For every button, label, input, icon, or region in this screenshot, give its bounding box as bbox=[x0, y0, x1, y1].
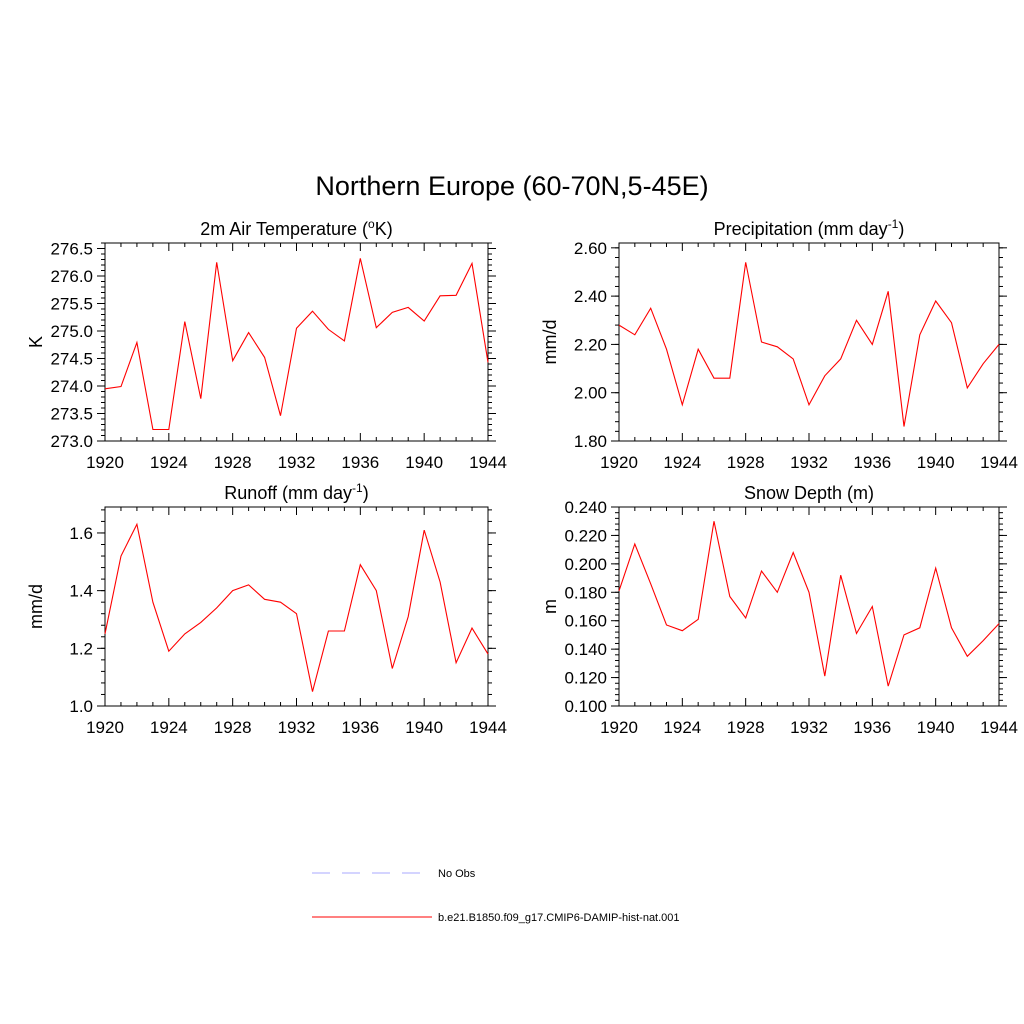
x-tick-label: 1920 bbox=[600, 453, 638, 472]
plot-frame bbox=[104, 506, 489, 707]
legend-label-no-obs: No Obs bbox=[438, 868, 476, 880]
panel-title: Snow Depth (m) bbox=[744, 483, 874, 503]
y-axis-label: K bbox=[26, 336, 46, 348]
figure-title: Northern Europe (60-70N,5-45E) bbox=[315, 171, 708, 201]
panel-2: Precipitation (mm day-1) mm/d 1920 1924 1928… bbox=[540, 217, 1018, 472]
x-tick-label: 1932 bbox=[790, 453, 828, 472]
y-tick-label: 0.240 bbox=[564, 498, 607, 517]
x-tick-label: 1932 bbox=[790, 718, 828, 737]
panel-title: Runoff (mm day-1) bbox=[224, 481, 368, 503]
x-tick-label: 1924 bbox=[663, 453, 701, 472]
x-tick-label: 1920 bbox=[600, 718, 638, 737]
x-tick-label: 1928 bbox=[727, 718, 765, 737]
x-tick-label: 1928 bbox=[214, 718, 252, 737]
y-tick-label: 0.220 bbox=[564, 526, 607, 545]
series-line bbox=[618, 262, 1000, 427]
x-tick-label: 1924 bbox=[663, 718, 701, 737]
x-tick-label: 1936 bbox=[341, 718, 379, 737]
x-tick-label: 1944 bbox=[980, 453, 1018, 472]
y-tick-label: 274.0 bbox=[50, 377, 93, 396]
x-tick-label: 1928 bbox=[727, 453, 765, 472]
x-tick-label: 1936 bbox=[853, 718, 891, 737]
x-tick-label: 1920 bbox=[86, 718, 124, 737]
y-tick-label: 2.20 bbox=[574, 335, 607, 354]
plot-frame bbox=[104, 242, 489, 442]
y-tick-label: 273.0 bbox=[50, 432, 93, 451]
x-tick-label: 1920 bbox=[86, 453, 124, 472]
y-tick-label: 275.5 bbox=[50, 295, 93, 314]
y-axis-label: mm/d bbox=[26, 584, 46, 629]
y-tick-label: 276.5 bbox=[50, 240, 93, 259]
y-tick-label: 1.0 bbox=[69, 697, 93, 716]
y-tick-label: 276.0 bbox=[50, 267, 93, 286]
x-tick-label: 1940 bbox=[917, 718, 955, 737]
panel-title: Precipitation (mm day-1) bbox=[714, 217, 905, 239]
y-tick-label: 2.60 bbox=[574, 239, 607, 258]
x-tick-label: 1932 bbox=[278, 453, 316, 472]
y-tick-label: 1.6 bbox=[69, 524, 93, 543]
y-tick-label: 0.180 bbox=[564, 583, 607, 602]
legend: No Obs b.e21.B1850.f09_g17.CMIP6-DAMIP-h… bbox=[312, 868, 680, 924]
y-tick-label: 1.4 bbox=[69, 582, 93, 601]
y-tick-label: 0.200 bbox=[564, 555, 607, 574]
panel-1: 2m Air Temperature (oK) K 1920 1924 1928 1932… bbox=[26, 217, 507, 472]
x-tick-label: 1944 bbox=[469, 718, 507, 737]
x-tick-label: 1932 bbox=[278, 718, 316, 737]
y-tick-label: 274.5 bbox=[50, 350, 93, 369]
y-axis-label: mm/d bbox=[540, 320, 560, 365]
y-tick-label: 275.0 bbox=[50, 322, 93, 341]
y-tick-label: 0.140 bbox=[564, 640, 607, 659]
x-tick-label: 1924 bbox=[150, 453, 188, 472]
y-tick-label: 0.100 bbox=[564, 697, 607, 716]
y-tick-label: 2.00 bbox=[574, 384, 607, 403]
x-tick-label: 1928 bbox=[214, 453, 252, 472]
series-line bbox=[618, 521, 1000, 687]
panel-3: Runoff (mm day-1) mm/d 1920 1924 1928 1932 193… bbox=[26, 481, 507, 737]
y-tick-label: 2.40 bbox=[574, 287, 607, 306]
x-tick-label: 1924 bbox=[150, 718, 188, 737]
series-line bbox=[104, 258, 489, 431]
y-tick-label: 0.160 bbox=[564, 612, 607, 631]
plot-frame bbox=[618, 506, 1000, 707]
panels: 2m Air Temperature (oK) K 1920 1924 1928 1932… bbox=[26, 217, 1018, 737]
y-tick-label: 273.5 bbox=[50, 405, 93, 424]
x-tick-label: 1940 bbox=[405, 453, 443, 472]
series-line bbox=[104, 522, 489, 692]
y-tick-label: 1.2 bbox=[69, 639, 93, 658]
x-tick-label: 1944 bbox=[980, 718, 1018, 737]
x-tick-label: 1936 bbox=[341, 453, 379, 472]
y-axis-label: m bbox=[540, 599, 560, 614]
x-tick-label: 1940 bbox=[405, 718, 443, 737]
y-tick-label: 1.80 bbox=[574, 432, 607, 451]
plot-frame bbox=[618, 242, 1000, 442]
x-tick-label: 1944 bbox=[469, 453, 507, 472]
panel-4: Snow Depth (m) m 1920 1924 1928 1932 1936 1940 1… bbox=[540, 483, 1018, 737]
x-tick-label: 1940 bbox=[917, 453, 955, 472]
legend-label-model-run: b.e21.B1850.f09_g17.CMIP6-DAMIP-hist-nat… bbox=[438, 912, 680, 924]
y-tick-label: 0.120 bbox=[564, 669, 607, 688]
panel-title: 2m Air Temperature (oK) bbox=[200, 217, 392, 239]
x-tick-label: 1936 bbox=[853, 453, 891, 472]
